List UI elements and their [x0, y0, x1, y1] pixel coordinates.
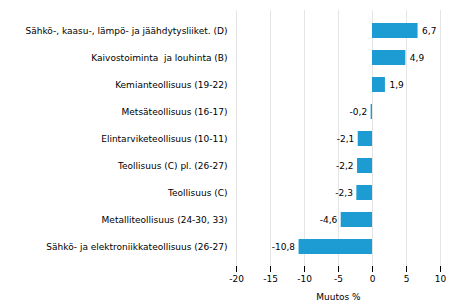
- svg-text:Sähkö- ja elektroniikkateollis: Sähkö- ja elektroniikkateollisuus (26-27…: [46, 242, 227, 252]
- svg-text:Kaivostoiminta ja louhinta (B: Kaivostoiminta ja louhinta (B): [91, 53, 227, 63]
- svg-text:4,9: 4,9: [410, 53, 425, 63]
- svg-text:-2,1: -2,1: [337, 134, 355, 144]
- svg-text:-4,6: -4,6: [320, 215, 338, 225]
- svg-text:Sähkö-, kaasu-, lämpö- ja jääh: Sähkö-, kaasu-, lämpö- ja jäähdytysliike…: [25, 26, 227, 36]
- svg-text:-2,2: -2,2: [336, 161, 354, 171]
- svg-text:-15: -15: [263, 274, 278, 284]
- svg-text:0: 0: [370, 274, 376, 284]
- svg-text:Metsäteollisuus (16-17): Metsäteollisuus (16-17): [122, 107, 228, 117]
- svg-text:Elintarviketeollisuus (10-11): Elintarviketeollisuus (10-11): [101, 134, 227, 144]
- svg-text:-10: -10: [297, 274, 312, 284]
- svg-text:Teollisuus (C) pl. (26-27): Teollisuus (C) pl. (26-27): [117, 161, 227, 171]
- svg-text:-20: -20: [229, 274, 244, 284]
- svg-text:Muutos %: Muutos %: [316, 292, 361, 302]
- svg-text:5: 5: [404, 274, 410, 284]
- svg-text:-10,8: -10,8: [272, 242, 296, 252]
- svg-text:-5: -5: [334, 274, 343, 284]
- svg-text:1,9: 1,9: [389, 80, 404, 90]
- svg-text:6,7: 6,7: [422, 26, 436, 36]
- svg-text:Kemianteollisuus (19-22): Kemianteollisuus (19-22): [115, 80, 227, 90]
- svg-text:10: 10: [435, 274, 447, 284]
- svg-text:-2,3: -2,3: [335, 188, 353, 198]
- svg-text:Metalliteollisuus (24-30, 33): Metalliteollisuus (24-30, 33): [102, 215, 228, 225]
- svg-text:-0,2: -0,2: [350, 107, 368, 117]
- svg-text:Teollisuus (C): Teollisuus (C): [167, 188, 227, 198]
